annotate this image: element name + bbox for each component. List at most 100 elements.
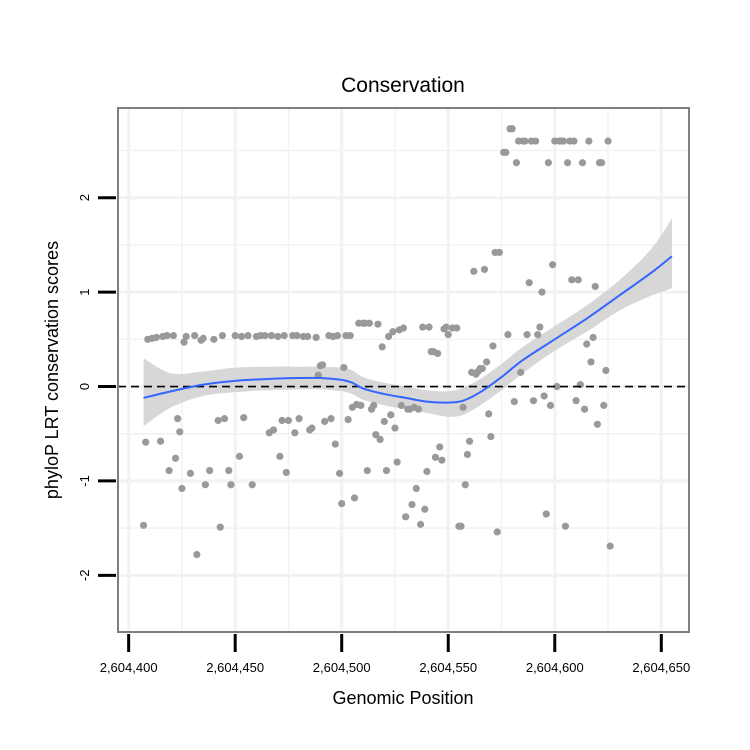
data-point	[335, 469, 344, 477]
x-tick-label: 2,604,550	[419, 660, 477, 675]
data-point	[574, 276, 582, 284]
data-point	[240, 414, 248, 422]
data-point	[278, 416, 286, 425]
data-point	[244, 331, 252, 340]
data-point	[291, 429, 299, 437]
data-point	[602, 366, 610, 375]
data-point	[280, 331, 288, 340]
confidence-band	[143, 218, 672, 427]
data-point	[414, 405, 423, 413]
data-points	[139, 125, 614, 559]
data-point	[384, 332, 393, 341]
data-point	[591, 282, 599, 291]
data-point	[218, 331, 226, 340]
data-point	[293, 331, 301, 340]
data-point	[444, 330, 452, 339]
data-point	[412, 484, 420, 493]
x-axis: 2,604,400 2,604,450 2,604,500 2,604,550 2,60…	[100, 634, 690, 675]
data-point	[267, 331, 276, 340]
data-point	[459, 403, 467, 411]
data-point	[572, 397, 580, 405]
data-point	[453, 324, 461, 332]
data-point	[587, 358, 595, 366]
data-point	[201, 481, 209, 489]
data-point	[512, 159, 521, 167]
data-point	[191, 331, 199, 340]
chart-title: Conservation	[341, 74, 465, 97]
data-point	[169, 331, 177, 340]
data-point	[482, 358, 491, 366]
data-point	[248, 481, 256, 489]
data-point	[593, 420, 601, 428]
data-point	[321, 417, 329, 426]
data-point	[193, 550, 201, 559]
y-tick-label: 2	[77, 194, 92, 201]
data-point	[538, 288, 546, 296]
data-point	[546, 401, 555, 410]
data-point	[171, 454, 180, 462]
panel-border	[117, 107, 690, 633]
data-point	[549, 261, 557, 269]
data-point	[553, 382, 561, 391]
data-point	[378, 343, 386, 351]
data-point	[578, 159, 587, 167]
data-point	[504, 330, 512, 339]
data-point	[502, 148, 510, 156]
data-point	[583, 340, 591, 348]
data-point	[374, 320, 382, 328]
data-point	[568, 276, 576, 284]
data-point	[399, 324, 408, 332]
data-point	[327, 415, 335, 423]
data-point	[465, 437, 474, 445]
data-point	[442, 323, 450, 331]
data-point	[370, 401, 378, 410]
smooth-line	[143, 255, 673, 404]
data-point	[581, 405, 589, 413]
data-point	[433, 349, 442, 358]
data-point	[318, 361, 327, 369]
x-tick-label: 2,604,600	[526, 660, 584, 675]
x-tick-label: 2,604,650	[632, 660, 690, 675]
data-point	[419, 323, 427, 331]
data-point	[391, 424, 399, 432]
data-point	[540, 392, 548, 400]
data-point	[495, 248, 503, 257]
data-point	[536, 323, 544, 331]
data-point	[180, 338, 188, 346]
data-point	[225, 466, 233, 475]
data-point	[308, 424, 316, 432]
data-point	[312, 333, 320, 342]
data-point	[461, 481, 469, 489]
data-point	[338, 499, 346, 508]
data-point	[480, 265, 489, 274]
data-point	[606, 542, 614, 550]
y-tick-label: -1	[77, 475, 92, 487]
data-point	[235, 452, 244, 460]
data-point	[389, 328, 397, 336]
data-point	[544, 159, 552, 167]
data-point	[438, 456, 446, 464]
data-point	[174, 415, 182, 423]
data-point	[517, 368, 525, 376]
data-point	[274, 332, 282, 341]
data-point	[346, 331, 354, 340]
data-point	[357, 401, 365, 410]
data-point	[376, 435, 384, 443]
data-point	[463, 450, 472, 459]
data-point	[600, 401, 608, 410]
data-point	[231, 331, 239, 340]
data-point	[304, 332, 312, 341]
x-tick-label: 2,604,500	[313, 660, 371, 675]
data-point	[589, 333, 597, 342]
data-point	[563, 159, 572, 167]
y-tick-label: -2	[77, 570, 92, 582]
x-tick-label: 2,604,450	[206, 660, 264, 675]
data-point	[510, 398, 518, 406]
panel	[117, 107, 690, 633]
data-point	[282, 468, 290, 477]
data-point	[276, 452, 284, 460]
data-point	[199, 334, 207, 342]
data-point	[152, 333, 160, 342]
data-point	[365, 319, 374, 327]
y-axis-label: phyloP LRT conservation scores	[42, 241, 62, 499]
